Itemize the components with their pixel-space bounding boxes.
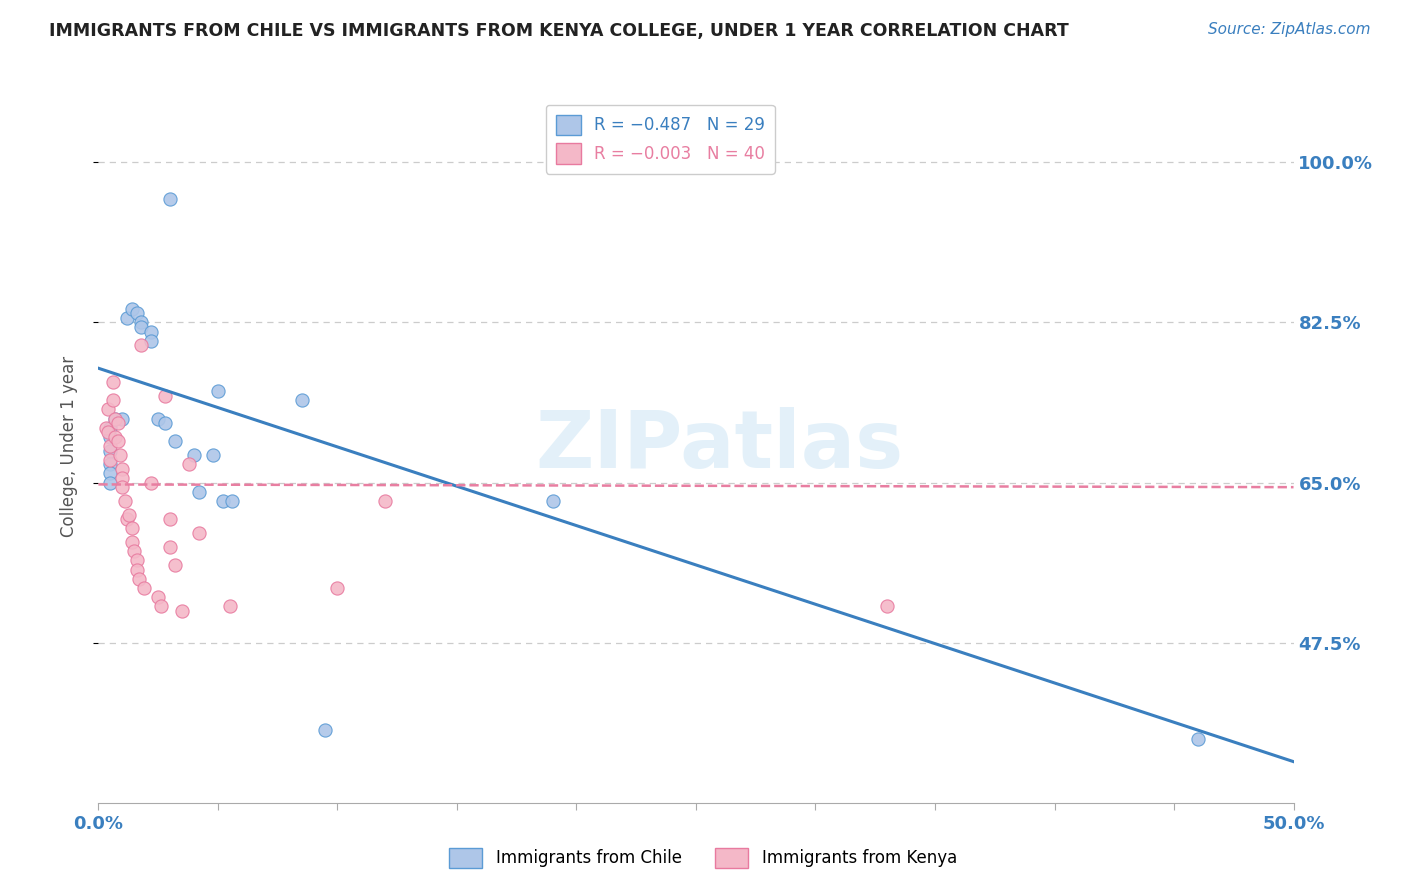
Point [121, 535, 143, 549]
Point [104, 411, 127, 425]
Point [104, 411, 127, 425]
Point [179, 458, 201, 472]
Legend: Immigrants from Chile, Immigrants from Kenya: Immigrants from Chile, Immigrants from K… [443, 841, 963, 875]
Point [159, 192, 181, 206]
Point [101, 375, 124, 389]
Point [94, 420, 117, 434]
Point [131, 316, 153, 330]
Point [139, 325, 162, 339]
Point [291, 393, 314, 408]
Point [107, 416, 129, 430]
Point [148, 590, 170, 604]
Point [202, 448, 225, 462]
Point [115, 512, 138, 526]
Point [876, 599, 898, 613]
Point [101, 393, 124, 408]
Point [98, 475, 122, 490]
Point [125, 562, 148, 576]
Point [1187, 731, 1209, 746]
Point [98, 458, 122, 472]
Point [541, 494, 564, 508]
Point [121, 301, 143, 316]
Y-axis label: College, Under 1 year: College, Under 1 year [59, 355, 77, 537]
Text: IMMIGRANTS FROM CHILE VS IMMIGRANTS FROM KENYA COLLEGE, UNDER 1 YEAR CORRELATION: IMMIGRANTS FROM CHILE VS IMMIGRANTS FROM… [49, 22, 1069, 40]
Point [111, 480, 134, 494]
Point [111, 411, 134, 425]
Point [187, 484, 209, 499]
Point [139, 475, 162, 490]
Point [98, 430, 122, 444]
Point [98, 467, 122, 481]
Point [159, 512, 181, 526]
Point [187, 525, 209, 540]
Point [98, 452, 122, 467]
Point [108, 448, 131, 462]
Point [98, 420, 122, 434]
Text: Source: ZipAtlas.com: Source: ZipAtlas.com [1208, 22, 1371, 37]
Point [118, 508, 141, 522]
Point [125, 553, 148, 567]
Point [139, 334, 162, 348]
Point [163, 558, 186, 572]
Point [374, 494, 396, 508]
Point [183, 448, 205, 462]
Point [326, 581, 349, 595]
Point [114, 494, 136, 508]
Point [97, 402, 120, 417]
Point [155, 389, 177, 403]
Point [207, 384, 229, 398]
Point [131, 320, 153, 334]
Point [98, 443, 122, 458]
Point [172, 604, 194, 618]
Point [155, 416, 177, 430]
Point [107, 434, 129, 449]
Point [159, 540, 181, 554]
Point [111, 462, 134, 476]
Point [121, 521, 143, 535]
Point [111, 471, 134, 485]
Point [132, 581, 155, 595]
Point [104, 430, 127, 444]
Point [211, 494, 233, 508]
Point [124, 544, 146, 558]
Point [131, 338, 153, 352]
Point [221, 494, 243, 508]
Point [148, 411, 170, 425]
Point [315, 723, 337, 737]
Legend: R = −0.487   N = 29, R = −0.003   N = 40: R = −0.487 N = 29, R = −0.003 N = 40 [546, 104, 775, 174]
Point [125, 306, 148, 320]
Point [115, 310, 138, 325]
Point [98, 439, 122, 453]
Point [128, 572, 150, 586]
Point [163, 434, 186, 449]
Text: ZIPatlas: ZIPatlas [536, 407, 904, 485]
Point [219, 599, 242, 613]
Point [149, 599, 172, 613]
Point [97, 425, 120, 440]
